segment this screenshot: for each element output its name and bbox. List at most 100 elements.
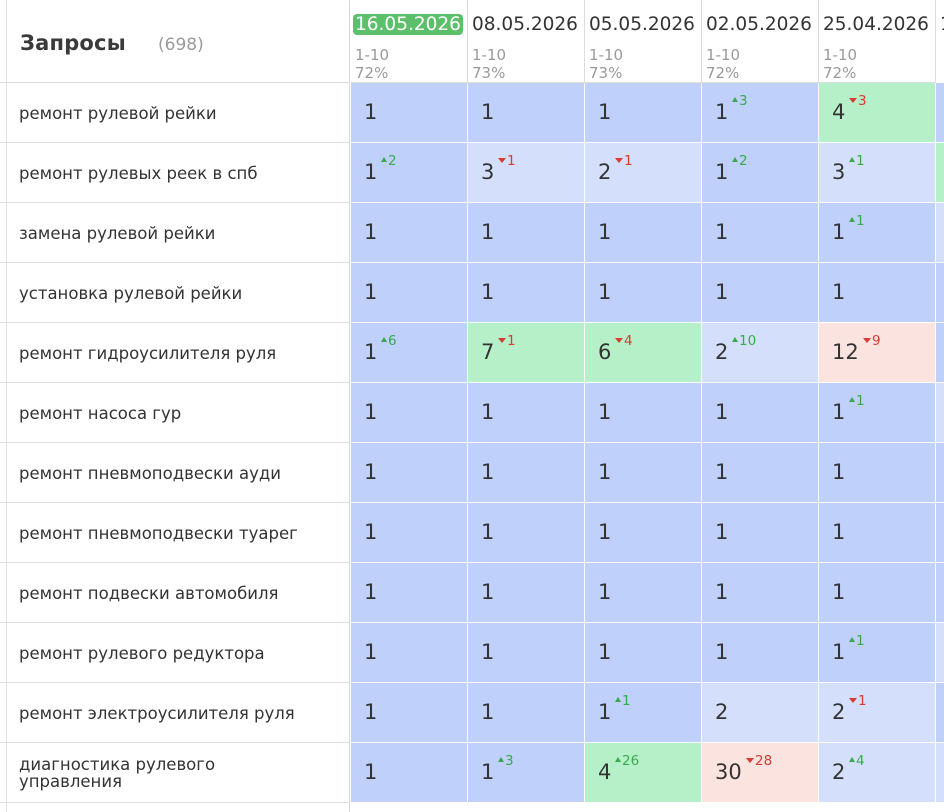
position-cell[interactable]: 1	[351, 203, 468, 263]
position-cell-partial[interactable]	[936, 503, 944, 563]
position-cell[interactable]: 1	[702, 623, 819, 683]
query-row[interactable]: замена рулевой рейки	[0, 203, 350, 263]
position-cell[interactable]: 1	[351, 503, 468, 563]
position-cell[interactable]: 1	[468, 443, 585, 503]
position-cell[interactable]: 12 9	[819, 323, 936, 383]
position-cell-partial[interactable]	[936, 383, 944, 443]
date-label-active[interactable]: 16.05.2026	[353, 14, 463, 35]
position-cell-partial[interactable]	[936, 83, 944, 143]
position-cell[interactable]: 1	[468, 503, 585, 563]
position-cell[interactable]: 1	[702, 563, 819, 623]
position-cell[interactable]: 2 10	[702, 323, 819, 383]
position-cell[interactable]: 1	[468, 83, 585, 143]
position-cell[interactable]: 1	[819, 443, 936, 503]
date-label[interactable]: 02.05.2026	[706, 14, 812, 35]
position-cell[interactable]: 1	[351, 623, 468, 683]
position-cell-partial[interactable]	[936, 203, 944, 263]
position-cell[interactable]: 1	[468, 683, 585, 743]
date-label[interactable]: 25.04.2026	[823, 14, 929, 35]
position-cell[interactable]: 1	[702, 383, 819, 443]
query-text[interactable]: ремонт пневмоподвески ауди	[19, 464, 281, 483]
position-cell-partial[interactable]	[936, 563, 944, 623]
query-text[interactable]: ремонт электроусилителя руля	[19, 704, 295, 723]
position-cell[interactable]: 1	[702, 443, 819, 503]
position-cell[interactable]: 1	[585, 443, 702, 503]
query-text[interactable]: ремонт рулевых реек в спб	[19, 164, 258, 183]
position-cell[interactable]: 2	[702, 683, 819, 743]
position-cell[interactable]: 30 28	[702, 743, 819, 803]
position-cell-partial[interactable]	[936, 623, 944, 683]
query-text[interactable]: установка рулевой рейки	[19, 284, 243, 303]
date-column-header[interactable]: 02.05.2026 1-10 72%	[702, 0, 819, 83]
query-row[interactable]: ремонт рулевых реек в спб	[0, 143, 350, 203]
query-text[interactable]: ремонт рулевой рейки	[19, 104, 217, 123]
position-cell[interactable]: 1	[351, 263, 468, 323]
position-cell[interactable]: 1	[702, 503, 819, 563]
position-cell[interactable]: 1	[351, 563, 468, 623]
query-row[interactable]: ремонт подвески автомобиля	[0, 563, 350, 623]
query-text[interactable]: ремонт насоса гур	[19, 404, 182, 423]
date-column-header[interactable]: 25.04.2026 1-10 72%	[819, 0, 936, 83]
query-text[interactable]: ремонт пневмоподвески туарег	[19, 524, 298, 543]
date-column-header[interactable]: 16.05.2026 1-10 72%	[351, 0, 468, 83]
query-row[interactable]: ремонт насоса гур	[0, 383, 350, 443]
position-cell[interactable]: 1	[351, 683, 468, 743]
date-label[interactable]: 08.05.2026	[472, 14, 578, 35]
position-cell[interactable]: 1	[468, 263, 585, 323]
query-text[interactable]: ремонт рулевого редуктора	[19, 644, 265, 663]
query-row[interactable]: ремонт пневмоподвески туарег	[0, 503, 350, 563]
position-cell[interactable]: 1	[468, 623, 585, 683]
query-row[interactable]: установка рулевой рейки	[0, 263, 350, 323]
position-cell[interactable]: 1	[819, 263, 936, 323]
position-cell[interactable]: 1	[468, 383, 585, 443]
position-cell-partial[interactable]	[936, 443, 944, 503]
position-cell[interactable]: 1	[819, 563, 936, 623]
query-row[interactable]: ремонт рулевого редуктора	[0, 623, 350, 683]
position-cell[interactable]: 1	[585, 383, 702, 443]
query-text[interactable]: диагностика рулевого управления	[19, 755, 216, 791]
query-row[interactable]: ремонт гидроусилителя руля	[0, 323, 350, 383]
position-cell-partial[interactable]	[936, 323, 944, 383]
position-cell[interactable]: 1	[702, 203, 819, 263]
position-cell[interactable]: 1	[351, 383, 468, 443]
position-cell[interactable]: 1	[585, 503, 702, 563]
query-row[interactable]: ремонт пневмоподвески ауди	[0, 443, 350, 503]
date-column-header[interactable]: 08.05.2026 1-10 73%	[468, 0, 585, 83]
date-column-header[interactable]: 05.05.2026 1-10 73%	[585, 0, 702, 83]
position-cell-partial[interactable]	[936, 743, 944, 803]
position-cell[interactable]: 1	[351, 83, 468, 143]
position-cell[interactable]: 4 26	[585, 743, 702, 803]
position-cell-partial[interactable]	[936, 143, 944, 203]
position-cell[interactable]: 1	[585, 83, 702, 143]
query-row[interactable]: ремонт рулевой рейки	[0, 83, 350, 143]
position-cell[interactable]: 1	[819, 503, 936, 563]
query-text[interactable]: ремонт подвески автомобиля	[19, 584, 279, 603]
position-cell[interactable]: 1	[468, 203, 585, 263]
date-label[interactable]: 05.05.2026	[589, 14, 695, 35]
position-cell[interactable]: 1	[351, 743, 468, 803]
position-cell[interactable]: 1	[585, 203, 702, 263]
date-column-header-partial[interactable]: 1	[936, 0, 944, 83]
query-row[interactable]: ремонт электроусилителя руля	[0, 683, 350, 743]
position-cell-partial[interactable]	[936, 683, 944, 743]
position-cell[interactable]: 1	[468, 563, 585, 623]
query-row[interactable]: диагностика рулевого управления	[0, 743, 350, 803]
position-cell[interactable]: 1	[585, 623, 702, 683]
position-cell[interactable]: 1	[585, 263, 702, 323]
query-text[interactable]: ремонт гидроусилителя руля	[19, 344, 277, 363]
